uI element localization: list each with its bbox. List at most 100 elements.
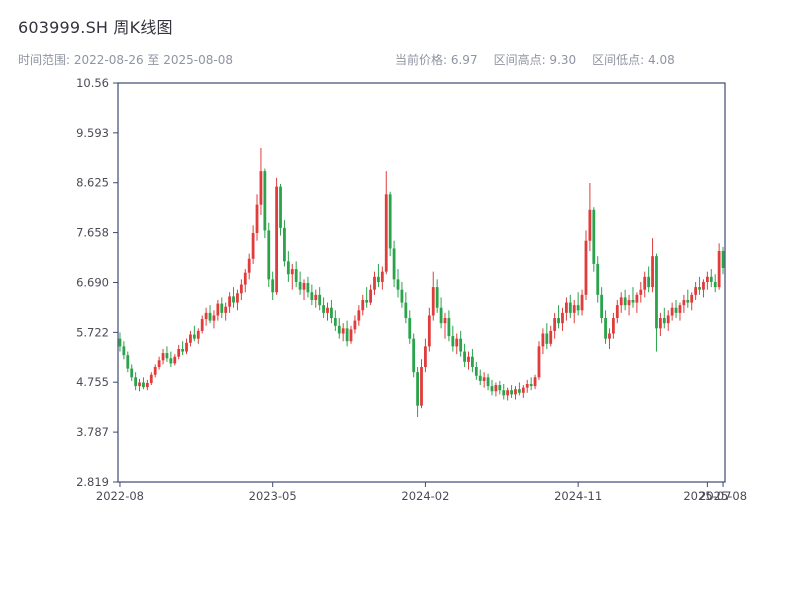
candle-body bbox=[627, 299, 631, 306]
candle-body bbox=[596, 263, 600, 295]
candle-body bbox=[604, 318, 607, 339]
candle-body bbox=[247, 258, 251, 273]
candle-body bbox=[615, 305, 619, 319]
candle-body bbox=[196, 330, 200, 339]
candle-body bbox=[651, 256, 654, 288]
y-tick-label: 10.56 bbox=[76, 76, 109, 90]
candle-body bbox=[427, 315, 431, 347]
candle-body bbox=[576, 305, 580, 311]
candle-body bbox=[682, 299, 686, 306]
candle-body bbox=[490, 386, 494, 392]
candle-body bbox=[326, 307, 329, 313]
candle-body bbox=[220, 303, 224, 313]
candle-body bbox=[169, 358, 173, 364]
candle-body bbox=[698, 287, 701, 290]
candle-body bbox=[306, 282, 310, 293]
candle-body bbox=[337, 325, 341, 334]
candle-body bbox=[584, 240, 588, 295]
stats-row: 当前价格: 6.97 区间高点: 9.30 区间低点: 4.08 bbox=[395, 51, 691, 68]
candle-body bbox=[134, 377, 138, 387]
candle-body bbox=[267, 230, 271, 280]
plot-frame bbox=[117, 82, 726, 483]
candle-body bbox=[392, 248, 396, 280]
candle-body bbox=[365, 299, 369, 303]
candle-body bbox=[564, 302, 568, 313]
candle-body bbox=[216, 303, 220, 316]
candle-body bbox=[439, 307, 443, 324]
candle-body bbox=[537, 346, 541, 378]
x-tick-label: 2022-08 bbox=[96, 489, 144, 503]
candle-body bbox=[608, 333, 611, 339]
y-tick-label: 4.755 bbox=[76, 375, 109, 389]
candle-body bbox=[243, 272, 247, 285]
candle-body bbox=[474, 367, 478, 376]
x-tick-label: 2025-07 bbox=[683, 489, 731, 503]
candle-body bbox=[330, 307, 333, 319]
candle-body bbox=[694, 287, 698, 295]
candle-body bbox=[373, 276, 376, 290]
candle-body bbox=[294, 269, 298, 282]
candle-body bbox=[643, 276, 647, 290]
candle-body bbox=[467, 356, 470, 362]
candle-body bbox=[314, 294, 318, 300]
candle-body bbox=[400, 289, 404, 303]
candle-body bbox=[533, 377, 537, 387]
candle-body bbox=[486, 377, 490, 387]
x-tick-label: 2025-08 bbox=[699, 489, 747, 503]
candle-body bbox=[318, 294, 322, 306]
candle-body bbox=[149, 374, 153, 383]
candle-body bbox=[377, 276, 380, 282]
candle-body bbox=[662, 318, 666, 324]
candle-body bbox=[416, 372, 419, 406]
candle-body bbox=[396, 279, 400, 290]
candle-body bbox=[588, 209, 592, 241]
candle-body bbox=[255, 204, 259, 233]
candle-body bbox=[138, 382, 141, 387]
candle-body bbox=[200, 319, 204, 331]
candle-body bbox=[690, 294, 694, 303]
y-tick-label: 9.593 bbox=[76, 126, 109, 140]
candle-body bbox=[670, 307, 674, 316]
candle-body bbox=[118, 338, 122, 347]
candle-body bbox=[717, 251, 721, 288]
candle-body bbox=[349, 329, 353, 342]
candle-body bbox=[380, 271, 384, 282]
candle-body bbox=[408, 318, 412, 339]
candle-body bbox=[521, 387, 525, 393]
candle-body bbox=[192, 334, 196, 339]
candle-body bbox=[404, 302, 408, 319]
candle-body bbox=[153, 367, 157, 375]
candle-body bbox=[251, 232, 255, 259]
candle-body bbox=[502, 390, 506, 396]
candle-body bbox=[702, 281, 705, 290]
candle-body bbox=[518, 389, 521, 393]
candle-body bbox=[482, 377, 486, 381]
date-range-label: 时间范围: 2022-08-26 至 2025-08-08 bbox=[18, 53, 233, 67]
candle-body bbox=[185, 342, 188, 352]
candle-body bbox=[658, 318, 662, 329]
candle-body bbox=[647, 276, 651, 288]
candle-body bbox=[353, 320, 357, 330]
candle-body bbox=[494, 385, 498, 392]
candle-body bbox=[173, 356, 177, 364]
candle-body bbox=[333, 318, 337, 326]
candle-body bbox=[561, 312, 564, 324]
candle-body bbox=[572, 305, 576, 313]
candle-body bbox=[471, 356, 474, 368]
candle-body bbox=[510, 390, 513, 395]
current-price-label: 当前价格: 6.97 bbox=[395, 53, 478, 67]
candle-body bbox=[275, 186, 279, 293]
y-tick-label: 2.819 bbox=[76, 475, 109, 489]
candle-body bbox=[600, 294, 604, 319]
candle-body bbox=[611, 318, 615, 334]
x-tick-label: 2023-05 bbox=[249, 489, 297, 503]
candle-body bbox=[619, 297, 623, 306]
candle-body bbox=[447, 318, 451, 337]
candle-body bbox=[549, 330, 553, 344]
candle-body bbox=[302, 282, 306, 290]
candle-body bbox=[424, 346, 427, 368]
candle-body bbox=[592, 209, 596, 264]
candle-body bbox=[655, 256, 658, 329]
candle-body bbox=[279, 186, 282, 228]
candle-body bbox=[435, 287, 439, 308]
